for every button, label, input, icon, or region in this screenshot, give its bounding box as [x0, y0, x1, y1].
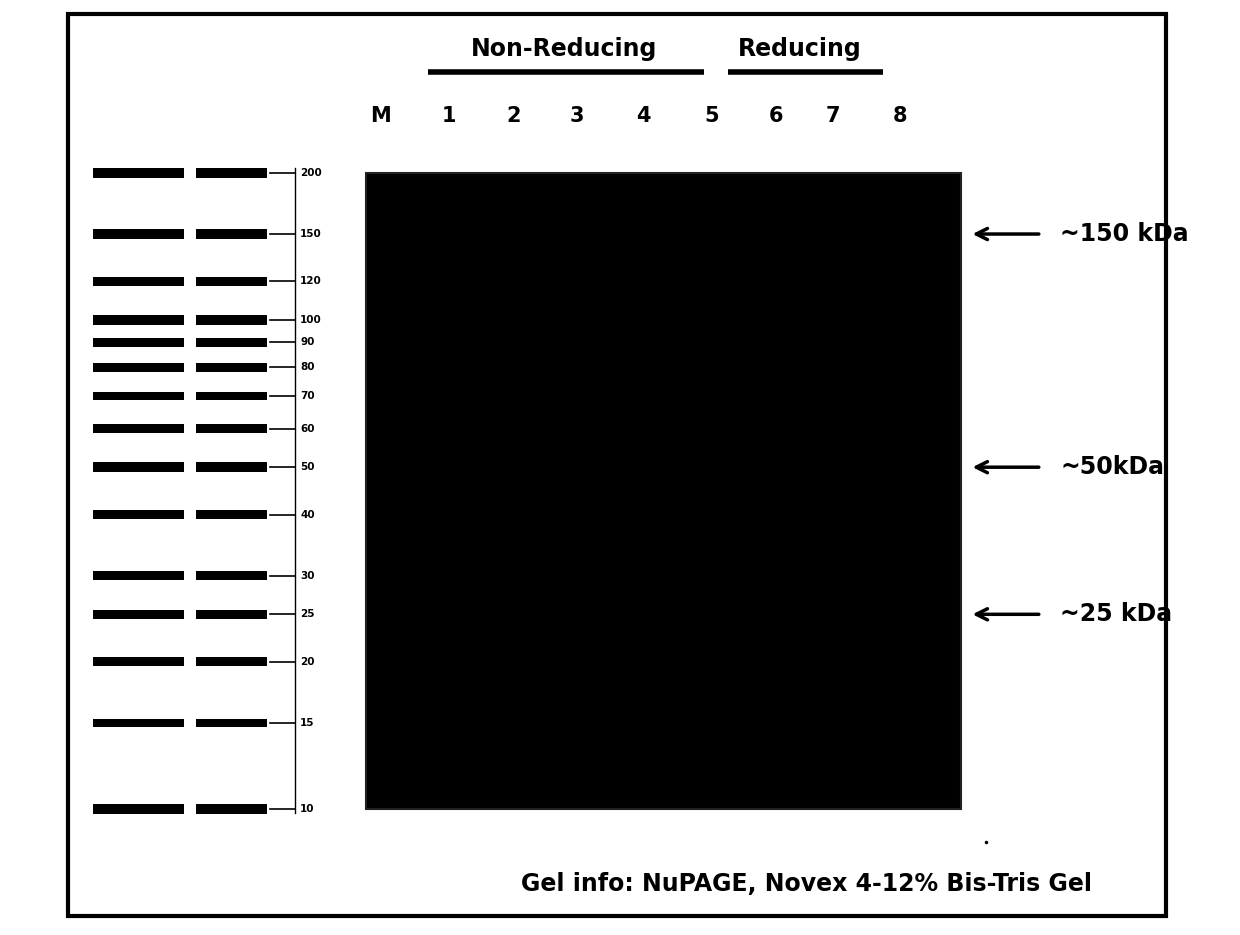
Bar [366, 173, 961, 809]
Bar [93, 277, 184, 285]
Text: ~25 kDa: ~25 kDa [1060, 602, 1172, 626]
Bar [196, 363, 267, 371]
Bar [196, 392, 267, 400]
Bar [196, 657, 267, 666]
Text: Reducing: Reducing [738, 36, 862, 61]
Bar [93, 392, 184, 400]
Text: 200: 200 [300, 168, 322, 178]
Text: 40: 40 [300, 510, 315, 520]
Text: 1: 1 [441, 106, 456, 126]
Bar [196, 229, 267, 239]
Text: 8: 8 [893, 106, 908, 126]
Text: 80: 80 [300, 363, 315, 372]
Text: Non-Reducing: Non-Reducing [471, 36, 657, 61]
Bar [196, 511, 267, 519]
Bar [196, 277, 267, 285]
Bar [93, 571, 184, 580]
Bar [196, 803, 267, 813]
Bar [196, 571, 267, 580]
Bar [93, 718, 184, 726]
Bar [196, 338, 267, 347]
Text: 150: 150 [300, 229, 322, 239]
Bar [93, 363, 184, 371]
Bar [93, 229, 184, 239]
Bar [93, 168, 184, 178]
Text: 20: 20 [300, 656, 315, 667]
Text: 100: 100 [300, 315, 322, 325]
Bar [93, 424, 184, 433]
Bar [93, 462, 184, 472]
Bar [196, 718, 267, 726]
Bar [196, 611, 267, 619]
Text: 15: 15 [300, 718, 315, 727]
Bar [196, 462, 267, 472]
Bar [93, 338, 184, 347]
Bar [93, 611, 184, 619]
Bar [93, 511, 184, 519]
Text: ~50kDa: ~50kDa [1060, 455, 1164, 480]
Bar [196, 424, 267, 433]
Bar [196, 168, 267, 178]
Text: M: M [371, 106, 391, 126]
Text: 60: 60 [300, 424, 315, 434]
Bar [93, 803, 184, 813]
Text: ~150 kDa: ~150 kDa [1060, 222, 1189, 246]
Text: 120: 120 [300, 277, 322, 286]
Text: 3: 3 [569, 106, 584, 126]
Text: Gel info: NuPAGE, Novex 4-12% Bis-Tris Gel: Gel info: NuPAGE, Novex 4-12% Bis-Tris G… [521, 871, 1091, 896]
Text: 4: 4 [636, 106, 651, 126]
Text: 30: 30 [300, 570, 315, 581]
Text: 70: 70 [300, 391, 315, 401]
Text: 6: 6 [769, 106, 784, 126]
Text: 90: 90 [300, 338, 315, 348]
Text: 50: 50 [300, 462, 315, 472]
Bar [196, 315, 267, 325]
Text: 10: 10 [300, 804, 315, 813]
Text: 2: 2 [506, 106, 521, 126]
Bar [93, 657, 184, 666]
Bar [93, 315, 184, 325]
Text: 25: 25 [300, 610, 315, 619]
Bar [68, 14, 1166, 916]
Text: 5: 5 [704, 106, 719, 126]
Text: 7: 7 [826, 106, 841, 126]
